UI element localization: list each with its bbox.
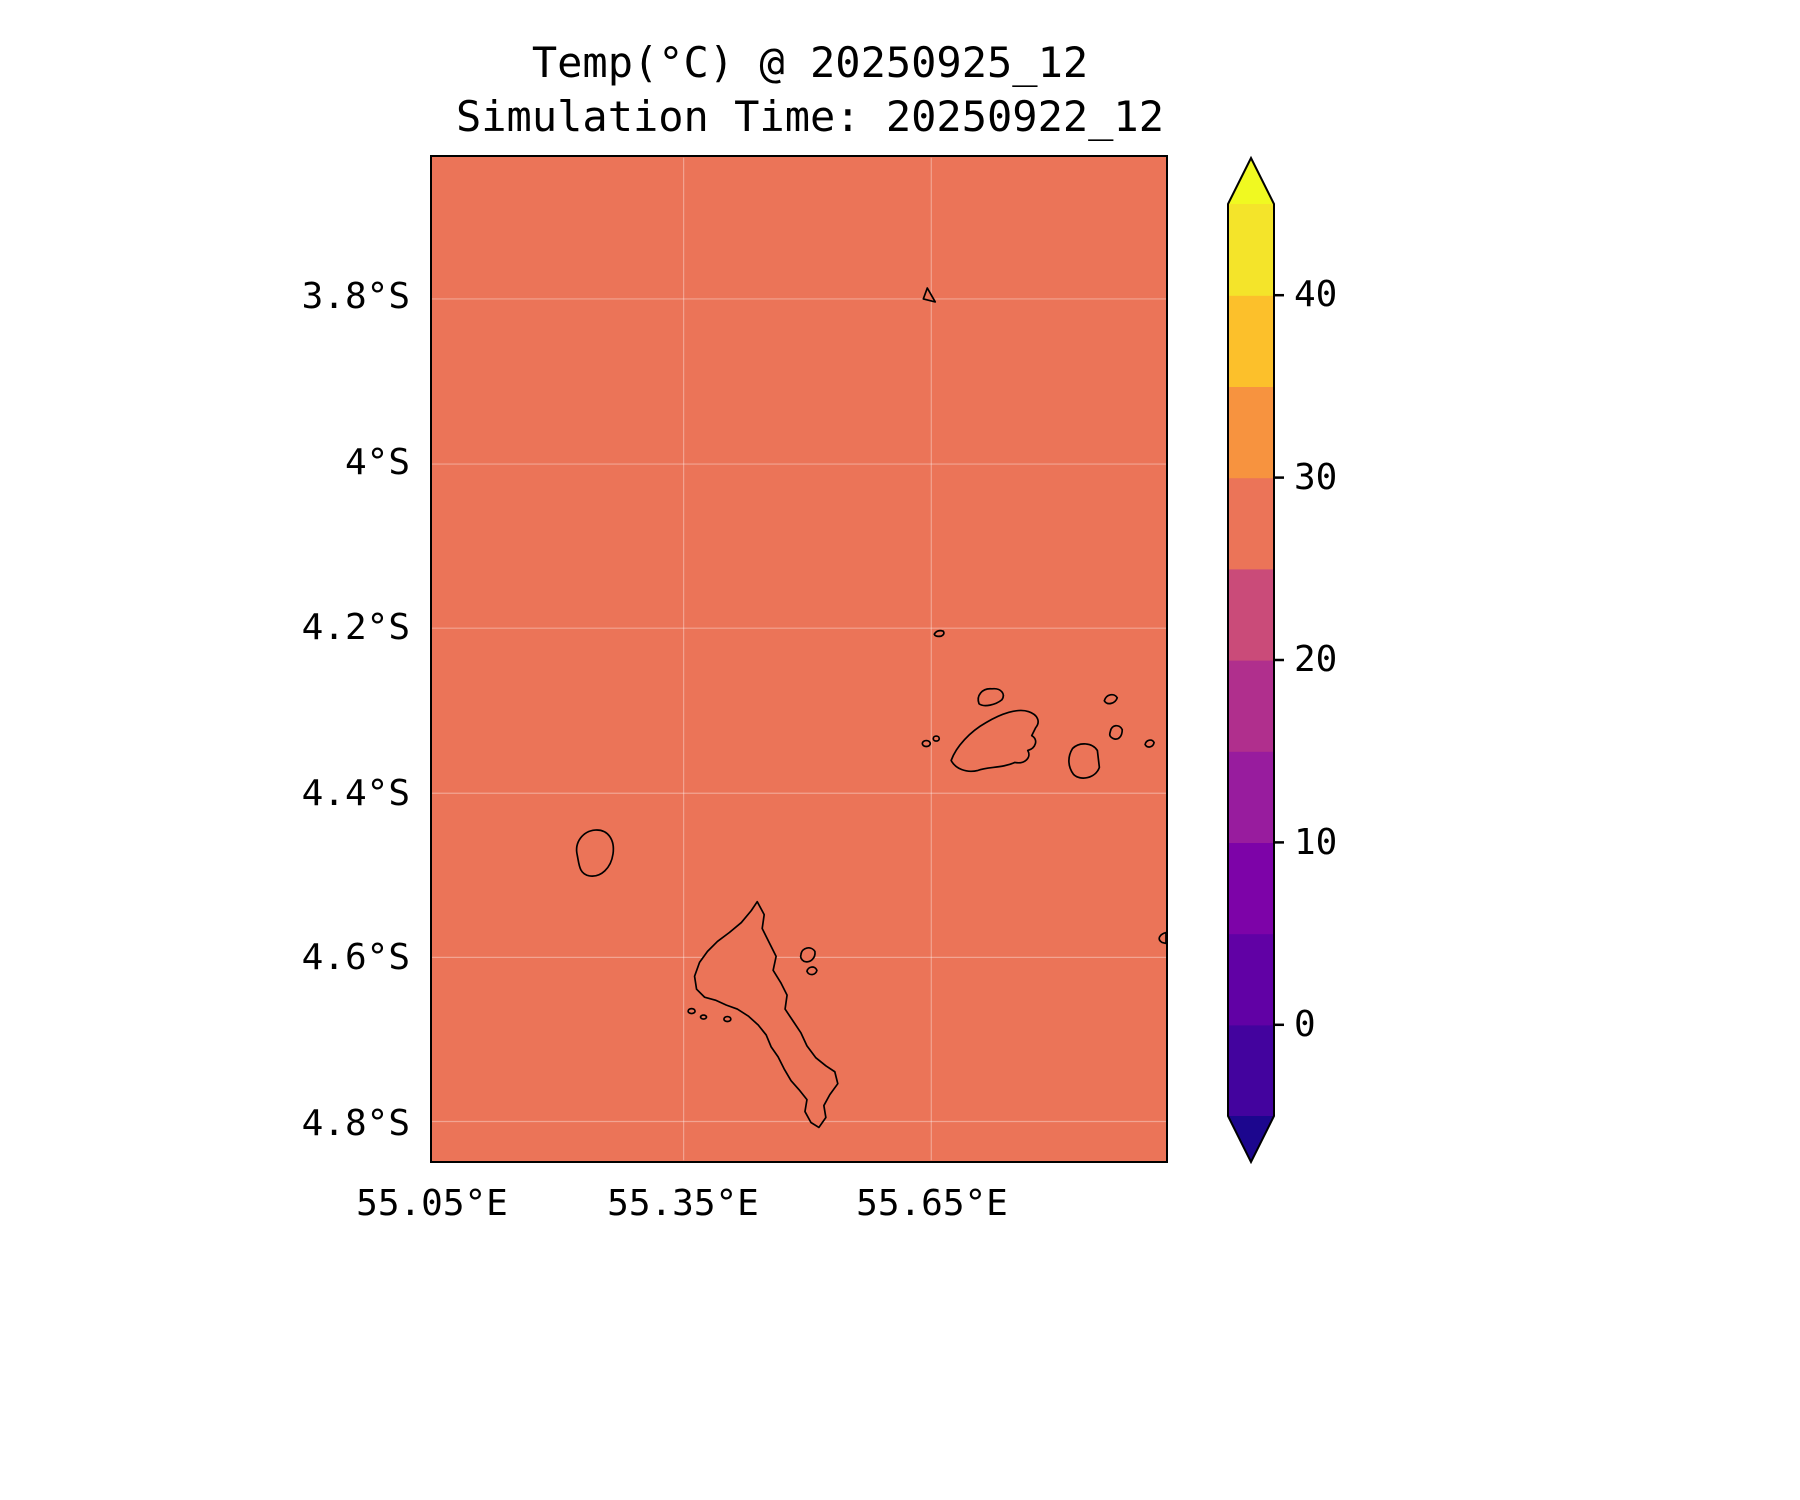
colorbar-tick-label: 30 [1294, 457, 1338, 498]
colorbar-tick-label: 0 [1294, 1004, 1316, 1045]
y-tick-label: 4.8°S [301, 1103, 410, 1144]
coastline-islet-sw-mahe-1 [687, 1007, 696, 1015]
map-plot-area [430, 155, 1168, 1163]
coastline-islet-ne-1 [1103, 693, 1119, 705]
coastline-islet-sw-mahe-3 [723, 1015, 732, 1023]
coastline-islet-west-praslin-1 [921, 739, 932, 748]
y-tick-label: 4.2°S [301, 607, 410, 648]
y-tick-label: 3.8°S [301, 276, 410, 317]
coastline-la-digue-island [1068, 743, 1101, 779]
colorbar-band [1228, 477, 1274, 570]
coastline-silhouette-island [575, 829, 615, 877]
coastline-islet-ne-3 [1144, 739, 1155, 748]
colorbar-tick-label: 20 [1294, 639, 1338, 680]
coastline-curieuse-island [977, 687, 1005, 707]
coastline-ste-anne-islet-2 [806, 966, 818, 976]
colorbar-extend-arrow-bottom [1228, 1116, 1274, 1162]
colorbar-tick-label: 40 [1294, 274, 1338, 315]
x-tick-label: 55.35°E [607, 1183, 759, 1224]
y-tick-label: 4°S [344, 442, 410, 483]
colorbar-outline [1227, 155, 1275, 1165]
colorbar-band [1228, 568, 1274, 661]
coastline-ste-anne-islet-1 [799, 947, 816, 963]
coastline-islet-west-praslin-2 [932, 735, 941, 742]
colorbar-band [1228, 660, 1274, 752]
coastline-mahe-island [693, 900, 839, 1129]
coastline-praslin-island [950, 709, 1039, 773]
colorbar-canvas [1227, 155, 1284, 1165]
colorbar-bands [1228, 204, 1274, 1117]
colorbar-tick-label: 10 [1294, 822, 1338, 863]
colorbar-band [1228, 751, 1274, 843]
colorbar-extend-arrow-top [1228, 158, 1274, 204]
colorbar-band [1228, 295, 1274, 387]
map-canvas [432, 157, 1166, 1161]
colorbar-tick-marks [1274, 293, 1284, 1027]
coastline-islet-east-edge [1158, 931, 1166, 945]
grid-lines [432, 157, 1166, 1161]
plot-title-line2: Simulation Time: 20250922_12 [455, 92, 1164, 141]
coastlines [575, 287, 1166, 1129]
y-tick-label: 4.4°S [301, 773, 410, 814]
x-tick-label: 55.65°E [856, 1183, 1008, 1224]
colorbar-band [1228, 1024, 1274, 1117]
colorbar [1222, 150, 1292, 1165]
y-tick-label: 4.6°S [301, 937, 410, 978]
colorbar-band [1228, 842, 1274, 935]
x-tick-label: 55.05°E [356, 1183, 508, 1224]
colorbar-band [1228, 386, 1274, 479]
coastline-aride-island [922, 287, 937, 303]
plot-title-line1: Temp(°C) @ 20250925_12 [531, 38, 1089, 87]
coastline-islet-north [933, 629, 945, 638]
colorbar-band [1228, 933, 1274, 1026]
colorbar-band [1228, 204, 1274, 296]
coastline-islet-sw-mahe-2 [699, 1014, 708, 1020]
coastline-islet-ne-2 [1108, 724, 1124, 740]
